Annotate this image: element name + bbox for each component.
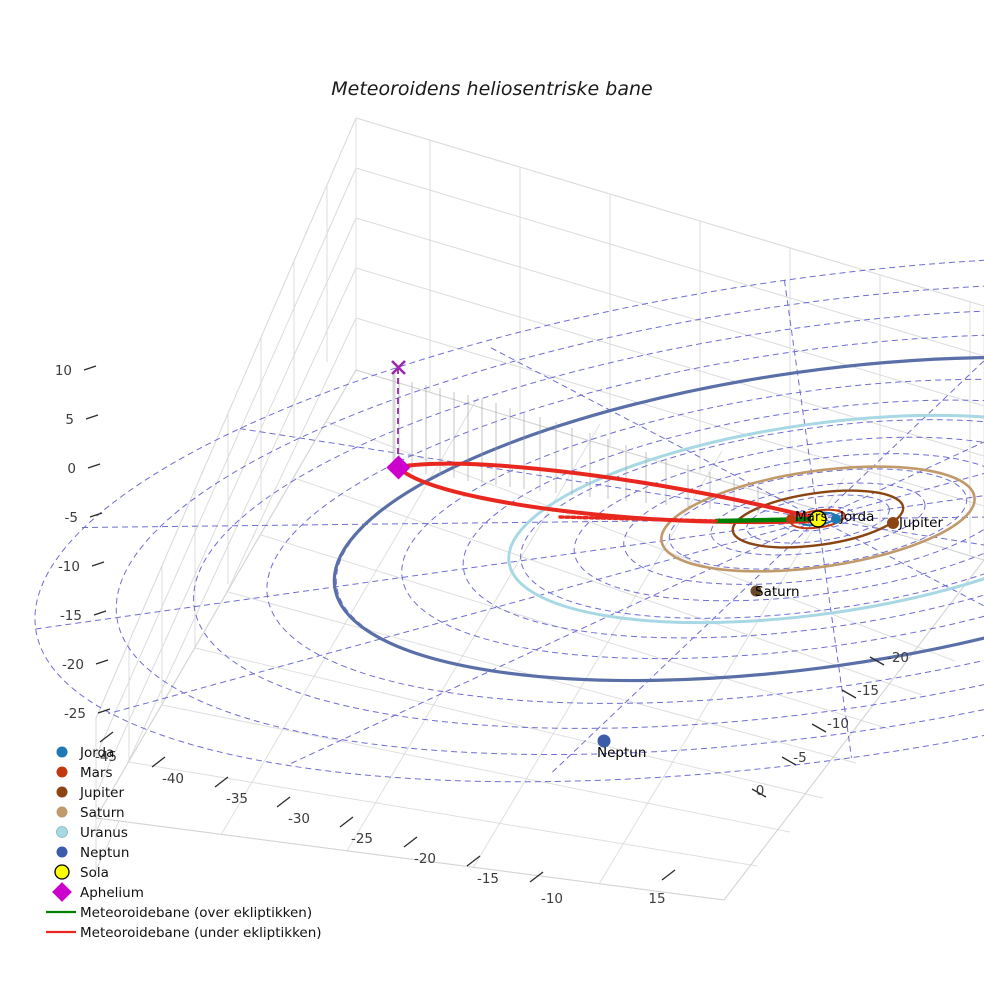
label-jupiter: Jupiter xyxy=(898,515,943,531)
legend-item-uranus[interactable]: Uranus xyxy=(56,825,128,841)
pane-left xyxy=(95,117,357,880)
svg-text:-5: -5 xyxy=(793,750,806,766)
svg-text:Aphelium: Aphelium xyxy=(80,885,144,901)
svg-text:Mars: Mars xyxy=(80,765,113,781)
marker-jupiter xyxy=(887,517,899,529)
legend-dot-icon xyxy=(56,746,68,758)
aphelion-diamond-icon xyxy=(386,455,411,480)
svg-text:15: 15 xyxy=(648,891,665,907)
legend-item-neptun[interactable]: Neptun xyxy=(56,845,130,861)
legend-item-jupiter[interactable]: Jupiter xyxy=(56,785,125,801)
marker-mars xyxy=(786,514,796,524)
x-tick-labels: -45 -40 -35 -30 -25 -20 -15 -10 15 xyxy=(95,749,666,907)
svg-text:-30: -30 xyxy=(288,811,310,827)
svg-text:-15: -15 xyxy=(60,608,82,624)
svg-text:-10: -10 xyxy=(58,559,80,575)
legend-dot-icon xyxy=(56,826,68,838)
label-mars: Mars xyxy=(795,509,828,525)
svg-text:-25: -25 xyxy=(351,831,373,847)
svg-text:0: 0 xyxy=(67,461,76,477)
aphelion-x-icon xyxy=(391,360,406,375)
meteoroid-orbit xyxy=(396,461,825,525)
label-neptun: Neptun xyxy=(597,745,646,761)
orbit-jupiter xyxy=(731,489,905,549)
svg-text:-20: -20 xyxy=(62,657,84,673)
svg-text:-25: -25 xyxy=(64,706,86,722)
legend-item-aphelium[interactable]: Aphelium xyxy=(52,882,144,902)
axes3d-panes xyxy=(95,117,984,901)
svg-text:0: 0 xyxy=(756,783,765,799)
aphelion-group xyxy=(386,360,411,480)
pane-right xyxy=(355,117,984,561)
svg-text:Saturn: Saturn xyxy=(80,805,125,821)
svg-text:10: 10 xyxy=(55,363,72,379)
marker-jorda xyxy=(831,514,841,524)
legend-item-jorda[interactable]: Jorda xyxy=(56,745,115,761)
legend-dot-icon xyxy=(56,846,68,858)
svg-text:-40: -40 xyxy=(162,771,184,787)
orbit-neptun xyxy=(332,355,984,683)
label-saturn: Saturn xyxy=(755,584,800,600)
marker-sola xyxy=(809,510,827,528)
legend-sun-icon xyxy=(54,864,70,880)
orbit-saturn xyxy=(660,465,976,573)
orbit-stems xyxy=(398,378,759,513)
legend-item-track-over[interactable]: Meteoroidebane (over ekliptikken) xyxy=(46,905,312,921)
svg-text:-45: -45 xyxy=(95,749,117,765)
legend-dot-icon xyxy=(56,806,68,818)
planet-labels: Mars Jorda Jupiter Saturn Neptun xyxy=(597,509,943,761)
meteoroid-track-ecliptic-dots xyxy=(558,515,718,523)
svg-text:Meteoroidebane (over ekliptikk: Meteoroidebane (over ekliptikken) xyxy=(80,905,312,921)
planet-markers xyxy=(597,510,899,748)
legend: Jorda Mars Jupiter Saturn Uranus Neptun … xyxy=(46,745,322,941)
svg-text:Neptun: Neptun xyxy=(80,845,129,861)
svg-text:5: 5 xyxy=(65,412,74,428)
label-jorda: Jorda xyxy=(839,509,874,525)
svg-text:-10: -10 xyxy=(827,716,849,732)
svg-text:-20: -20 xyxy=(887,650,909,666)
legend-item-mars[interactable]: Mars xyxy=(56,765,113,781)
page-title: Meteoroidens heliosentriske bane xyxy=(331,78,652,100)
legend-dot-icon xyxy=(56,786,68,798)
svg-text:-15: -15 xyxy=(857,683,879,699)
svg-text:-10: -10 xyxy=(541,891,563,907)
svg-text:Sola: Sola xyxy=(80,865,109,881)
svg-text:Uranus: Uranus xyxy=(80,825,128,841)
meteoroid-track-over xyxy=(713,516,825,524)
legend-item-sola[interactable]: Sola xyxy=(54,864,109,881)
legend-item-saturn[interactable]: Saturn xyxy=(56,805,125,821)
svg-text:-5: -5 xyxy=(65,510,78,526)
axis-ticks xyxy=(83,365,885,883)
orbit-uranus xyxy=(507,413,984,625)
marker-saturn xyxy=(750,585,762,597)
svg-text:-20: -20 xyxy=(414,851,436,867)
marker-neptun xyxy=(597,734,611,748)
svg-text:-15: -15 xyxy=(477,871,499,887)
legend-item-track-under[interactable]: Meteoroidebane (under ekliptikken) xyxy=(46,925,322,941)
y-tick-labels: -20 -15 -10 -5 0 xyxy=(756,650,909,799)
svg-text:-35: -35 xyxy=(226,791,248,807)
z-tick-labels: 10 5 0 -5 -10 -15 -20 -25 xyxy=(55,363,86,722)
legend-dot-icon xyxy=(56,766,68,778)
meteoroid-track-under-upper xyxy=(396,461,824,522)
svg-text:Jorda: Jorda xyxy=(79,745,114,761)
planet-orbits xyxy=(332,355,984,683)
legend-diamond-icon xyxy=(52,882,72,902)
svg-text:Meteoroidebane (under ekliptik: Meteoroidebane (under ekliptikken) xyxy=(80,925,322,941)
svg-text:Jupiter: Jupiter xyxy=(79,785,124,801)
